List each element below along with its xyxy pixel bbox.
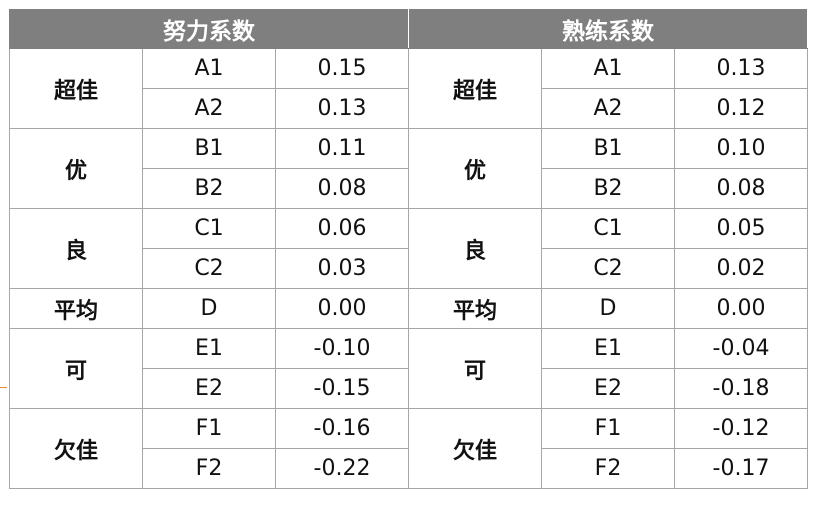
section-header-effort: 努力系数 [9, 9, 409, 49]
table-row: F2 -0.22 F2 -0.17 [10, 448, 808, 489]
level-code-cell: E1 [142, 328, 276, 369]
coefficient-cell: 0.00 [674, 288, 808, 329]
table-row: C2 0.03 C2 0.02 [10, 248, 808, 289]
level-code-cell: D [541, 288, 675, 329]
coefficient-cell: 0.02 [674, 248, 808, 289]
table-row: 超佳 A1 0.15 超佳 A1 0.13 [9, 48, 808, 129]
level-code-cell: E1 [541, 328, 675, 369]
coefficient-cell: -0.16 [275, 408, 409, 449]
grade-cell: 欠佳 [9, 408, 143, 489]
section-header-skill: 熟练系数 [408, 9, 808, 49]
level-code-cell: B2 [541, 168, 675, 209]
coefficient-cell: 0.08 [674, 168, 808, 209]
coefficient-cell: 0.13 [674, 48, 808, 89]
coefficient-table: 努力系数 熟练系数 超佳 A1 0.15 超佳 A1 0.13 A2 0.13 A2 0.12 优 B… [9, 9, 808, 489]
coefficient-cell: 0.11 [275, 128, 409, 169]
coefficient-cell: -0.17 [674, 448, 808, 489]
level-code-cell: D [142, 288, 276, 329]
level-code-cell: C2 [142, 248, 276, 289]
level-code-cell: A2 [142, 88, 276, 129]
coefficient-cell: 0.00 [275, 288, 409, 329]
grade-cell: 超佳 [408, 48, 542, 129]
coefficient-cell: -0.22 [275, 448, 409, 489]
grade-cell: 可 [9, 328, 143, 409]
level-code-cell: F1 [541, 408, 675, 449]
level-code-cell: A1 [142, 48, 276, 89]
grade-cell: 良 [408, 208, 542, 289]
coefficient-cell: 0.06 [275, 208, 409, 249]
level-code-cell: B1 [541, 128, 675, 169]
level-code-cell: A2 [541, 88, 675, 129]
coefficient-cell: 0.08 [275, 168, 409, 209]
level-code-cell: F2 [541, 448, 675, 489]
level-code-cell: B1 [142, 128, 276, 169]
grade-cell: 优 [408, 128, 542, 209]
coefficient-cell: 0.03 [275, 248, 409, 289]
grade-cell: 优 [9, 128, 143, 209]
coefficient-cell: -0.15 [275, 368, 409, 409]
table-row: 可 E1 -0.10 可 E1 -0.04 [9, 328, 808, 409]
grade-cell: 平均 [9, 288, 143, 329]
level-code-cell: F1 [142, 408, 276, 449]
level-code-cell: A1 [541, 48, 675, 89]
grade-cell: 良 [9, 208, 143, 289]
orange-tick-mark [0, 387, 7, 388]
coefficient-cell: 0.12 [674, 88, 808, 129]
header-row: 努力系数 熟练系数 [9, 9, 808, 49]
level-code-cell: F2 [142, 448, 276, 489]
level-code-cell: E2 [142, 368, 276, 409]
coefficient-cell: -0.04 [674, 328, 808, 369]
coefficient-cell: -0.10 [275, 328, 409, 369]
level-code-cell: B2 [142, 168, 276, 209]
grade-cell: 平均 [408, 288, 542, 329]
grade-cell: 可 [408, 328, 542, 409]
coefficient-cell: -0.12 [674, 408, 808, 449]
coefficient-cell: 0.10 [674, 128, 808, 169]
coefficient-cell: 0.15 [275, 48, 409, 89]
level-code-cell: E2 [541, 368, 675, 409]
coefficient-cell: 0.05 [674, 208, 808, 249]
level-code-cell: C1 [142, 208, 276, 249]
table-row: E2 -0.15 E2 -0.18 [10, 368, 808, 409]
table-row: 欠佳 F1 -0.16 欠佳 F1 -0.12 [9, 408, 808, 489]
grade-cell: 欠佳 [408, 408, 542, 489]
coefficient-cell: -0.18 [674, 368, 808, 409]
level-code-cell: C1 [541, 208, 675, 249]
coefficient-cell: 0.13 [275, 88, 409, 129]
table-row: 优 B1 0.11 优 B1 0.10 [9, 128, 808, 209]
table-row: 平均 D 0.00 平均 D 0.00 [9, 288, 808, 329]
level-code-cell: C2 [541, 248, 675, 289]
grade-cell: 超佳 [9, 48, 143, 129]
table-row: 良 C1 0.06 良 C1 0.05 [9, 208, 808, 289]
